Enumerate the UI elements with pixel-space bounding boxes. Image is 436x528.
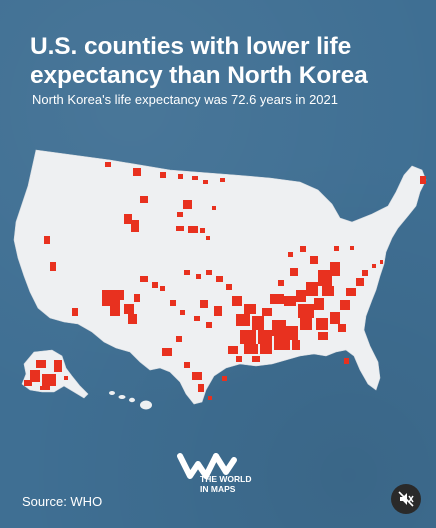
map-title: U.S. counties with lower life expectancy… (30, 33, 368, 89)
source-label: Source: WHO (22, 494, 103, 509)
world-in-maps-logo (177, 453, 237, 479)
map-subtitle: North Korea's life expectancy was 72.6 y… (32, 92, 338, 107)
low-life-expectancy-counties (24, 162, 426, 400)
us-map (13, 149, 427, 410)
logo-text: THE WORLD IN MAPS (200, 474, 251, 494)
logo-line-2: IN MAPS (200, 484, 236, 494)
logo-line-1: THE WORLD (200, 474, 252, 484)
muted-speaker-icon (398, 491, 414, 507)
mute-button[interactable] (391, 484, 421, 514)
hawaii-islands (109, 391, 152, 410)
